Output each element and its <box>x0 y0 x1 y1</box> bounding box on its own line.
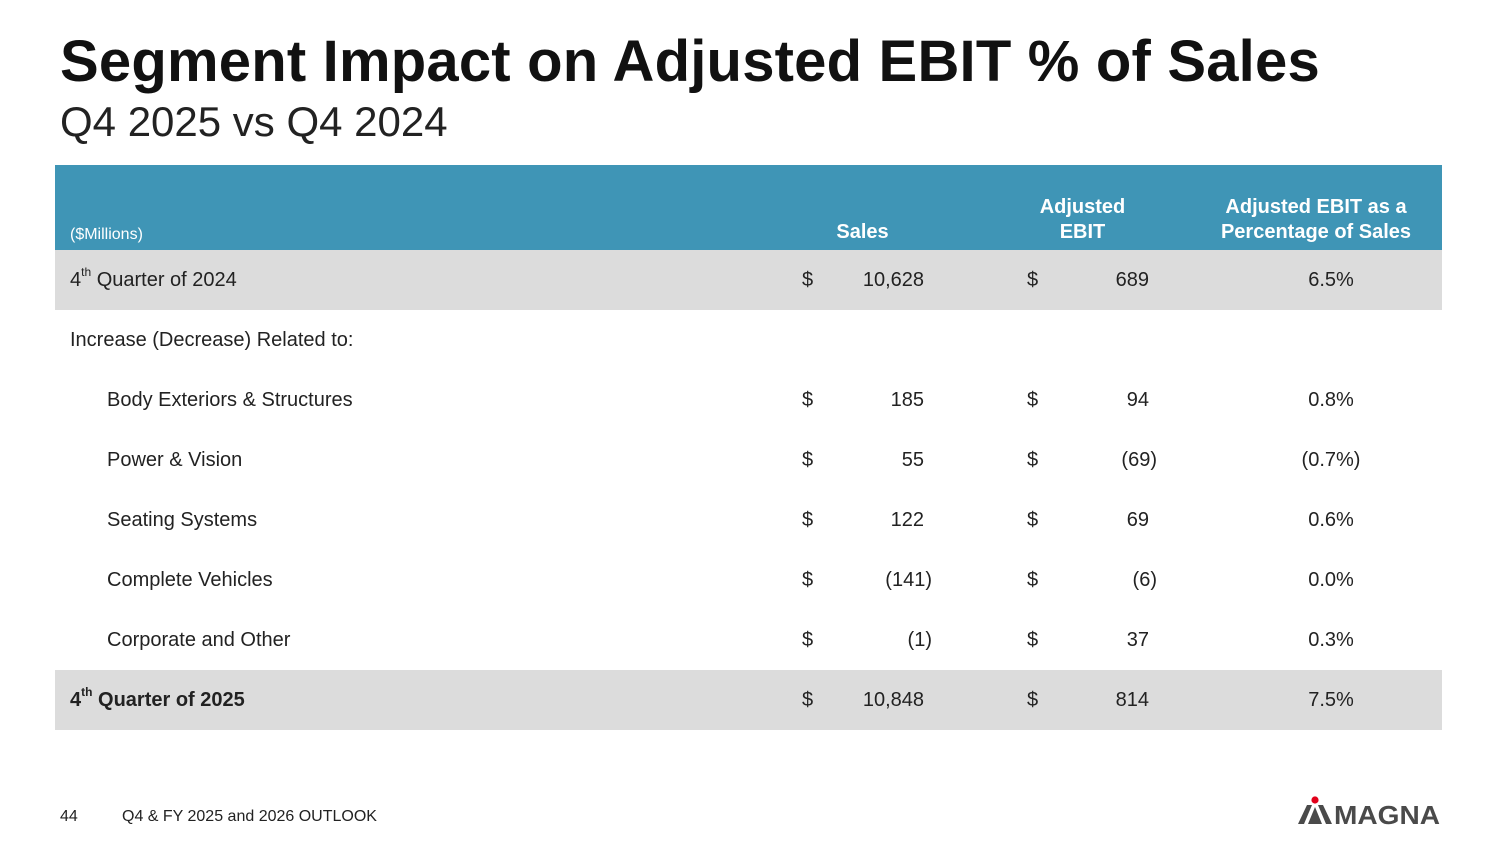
ebit-table: ($Millions) Sales Adjusted EBIT Adjusted… <box>55 165 1442 730</box>
sales-value: (1) <box>907 629 932 651</box>
sales-value: (141) <box>885 569 932 591</box>
sales-value: 122 <box>890 509 924 531</box>
sales-dollar-sign: $ <box>802 449 814 471</box>
ebit-dollar-sign: $ <box>1027 449 1039 471</box>
magna-logo: MAGNA <box>1298 796 1440 826</box>
page-number: 44 <box>60 808 78 825</box>
ebit-value: 69 <box>1126 509 1149 531</box>
ebit-dollar-sign: $ <box>1027 689 1039 711</box>
ebit-value: 37 <box>1126 629 1149 651</box>
row-label: 4th Quarter of 2025 <box>70 685 245 711</box>
ebit-value: 814 <box>1115 689 1149 711</box>
ebit-value: (69) <box>1121 449 1157 471</box>
sales-value: 10,848 <box>862 689 924 711</box>
table-row-q4-2025: 4th Quarter of 2025 $ 10,848 $ 814 7.5% <box>55 670 1442 730</box>
table-row-complete-vehicles: Complete Vehicles $ (141) $ (6) 0.0% <box>55 550 1442 610</box>
row-label: Increase (Decrease) Related to: <box>70 329 354 351</box>
row-label: Body Exteriors & Structures <box>107 389 353 411</box>
pct-value: (0.7%) <box>1301 449 1361 471</box>
header-ebit-line2: EBIT <box>1059 221 1106 243</box>
table-row-q4-2024: 4th Quarter of 2024 $ 10,628 $ 689 6.5% <box>55 250 1442 310</box>
header-pct-line1: Adjusted EBIT as a <box>1225 196 1407 218</box>
page-subtitle: Q4 2025 vs Q4 2024 <box>60 98 448 145</box>
table-row-corporate-other: Corporate and Other $ (1) $ 37 0.3% <box>55 610 1442 670</box>
page-title: Segment Impact on Adjusted EBIT % of Sal… <box>60 29 1320 94</box>
pct-value: 6.5% <box>1308 269 1354 291</box>
logo-mark-left <box>1298 805 1312 824</box>
logo-dot <box>1311 796 1319 804</box>
table-row-power-vision: Power & Vision $ 55 $ (69) (0.7%) <box>55 430 1442 490</box>
footer-text: Q4 & FY 2025 and 2026 OUTLOOK <box>122 808 377 825</box>
sales-value: 185 <box>890 389 924 411</box>
table-row-body-exteriors: Body Exteriors & Structures $ 185 $ 94 0… <box>55 370 1442 430</box>
pct-value: 0.8% <box>1308 389 1354 411</box>
logo-wordmark: MAGNA <box>1334 800 1440 826</box>
logo-mark-center <box>1308 807 1322 824</box>
pct-value: 0.6% <box>1308 509 1354 531</box>
sales-value: 55 <box>901 449 924 471</box>
table-row-section-label: Increase (Decrease) Related to: <box>55 310 1442 370</box>
pct-value: 0.0% <box>1308 569 1354 591</box>
sales-dollar-sign: $ <box>802 509 814 531</box>
logo-mark-right <box>1318 805 1332 824</box>
row-label: Complete Vehicles <box>107 569 273 591</box>
units-label: ($Millions) <box>70 226 143 243</box>
header-sales: Sales <box>836 221 889 243</box>
sales-dollar-sign: $ <box>802 629 814 651</box>
sales-dollar-sign: $ <box>802 689 814 711</box>
sales-value: 10,628 <box>862 269 924 291</box>
row-label: 4th Quarter of 2024 <box>70 265 237 291</box>
table-header: ($Millions) Sales Adjusted EBIT Adjusted… <box>55 165 1442 250</box>
header-pct-line2: Percentage of Sales <box>1220 221 1412 243</box>
header-ebit-percentage: Adjusted EBIT as a Percentage of Sales <box>1200 195 1432 245</box>
sales-dollar-sign: $ <box>802 269 814 291</box>
header-adjusted-ebit: Adjusted EBIT <box>1015 195 1150 245</box>
ebit-dollar-sign: $ <box>1027 389 1039 411</box>
ebit-value: 94 <box>1126 389 1149 411</box>
ebit-dollar-sign: $ <box>1027 509 1039 531</box>
pct-value: 0.3% <box>1308 629 1354 651</box>
row-label: Seating Systems <box>107 509 258 531</box>
ebit-dollar-sign: $ <box>1027 569 1039 591</box>
ebit-dollar-sign: $ <box>1027 269 1039 291</box>
pct-value: 7.5% <box>1308 689 1354 711</box>
ebit-value: (6) <box>1132 569 1157 591</box>
ebit-dollar-sign: $ <box>1027 629 1039 651</box>
ebit-value: 689 <box>1115 269 1149 291</box>
row-label: Corporate and Other <box>107 629 291 651</box>
sales-dollar-sign: $ <box>802 389 814 411</box>
header-ebit-line1: Adjusted <box>1039 196 1126 218</box>
sales-dollar-sign: $ <box>802 569 814 591</box>
row-label: Power & Vision <box>107 449 243 471</box>
table-row-seating-systems: Seating Systems $ 122 $ 69 0.6% <box>55 490 1442 550</box>
